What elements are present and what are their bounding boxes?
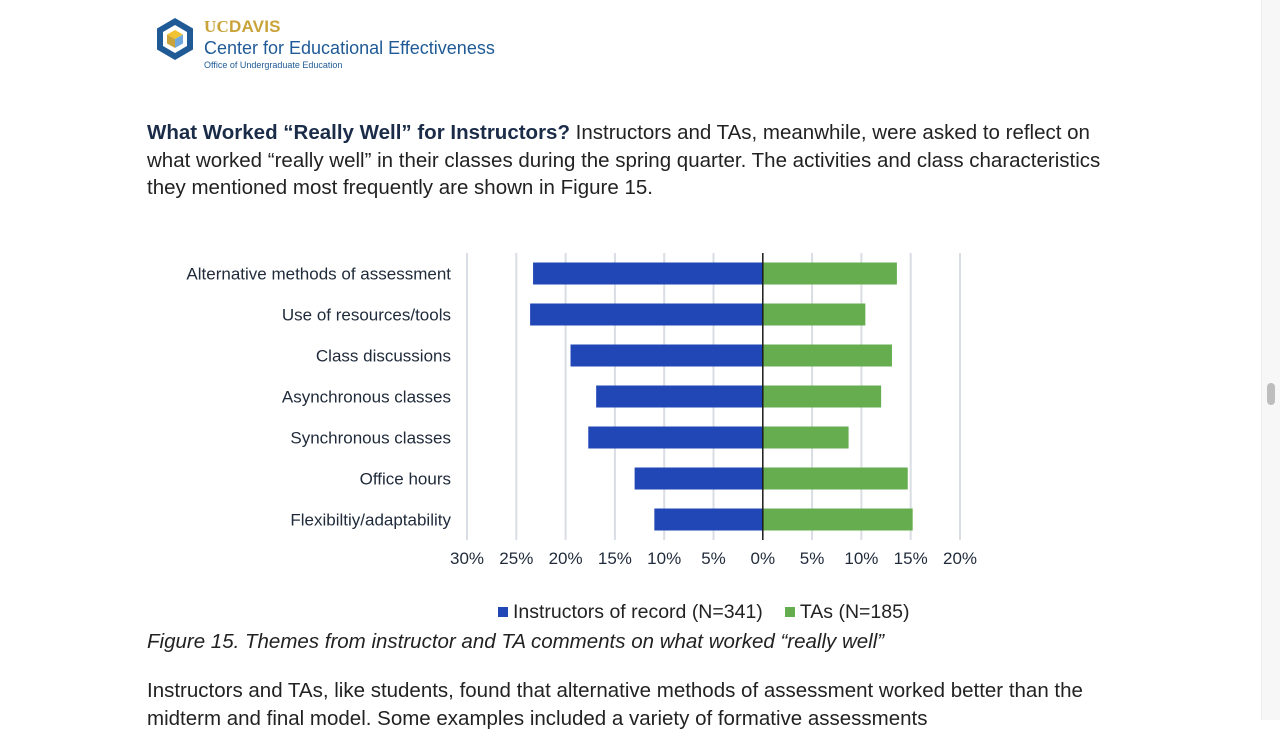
figure-caption: Figure 15. Themes from instructor and TA…: [147, 630, 885, 653]
category-label: Use of resources/tools: [282, 306, 451, 325]
x-tick-label: 0%: [751, 549, 776, 568]
ucdavis-logo: UCDAVIS Center for Educational Effective…: [152, 14, 572, 74]
vertical-scrollbar[interactable]: [1261, 0, 1280, 720]
category-label: Class discussions: [316, 347, 451, 366]
ucdavis-hexagon-icon: [157, 18, 193, 60]
legend-label-tas: TAs (N=185): [799, 600, 910, 623]
bar-instructors: [530, 303, 763, 326]
document-page: UCDAVIS Center for Educational Effective…: [147, 14, 1107, 730]
legend-item-instructors: Instructors of record (N=341): [498, 601, 763, 624]
x-tick-label: 15%: [598, 549, 632, 568]
intro-paragraph: What Worked “Really Well” for Instructor…: [147, 119, 1107, 202]
bar-tas: [762, 508, 913, 531]
category-label: Asynchronous classes: [282, 388, 451, 407]
logo-wordmark: UCDAVIS: [204, 17, 281, 36]
intro-heading: What Worked “Really Well” for Instructor…: [147, 121, 570, 144]
center-name: Center for Educational Effectiveness: [204, 38, 495, 58]
bar-tas: [762, 385, 882, 408]
x-tick-label: 30%: [450, 549, 484, 568]
x-tick-label: 15%: [894, 549, 928, 568]
category-label: Synchronous classes: [290, 429, 451, 448]
legend-item-tas: TAs (N=185): [784, 600, 910, 624]
x-tick-label: 20%: [549, 549, 583, 568]
bar-tas: [762, 344, 892, 367]
office-name: Office of Undergraduate Education: [204, 60, 343, 70]
bar-tas: [762, 262, 897, 285]
bar-instructors: [654, 508, 763, 531]
x-tick-label: 20%: [943, 549, 977, 568]
bar-tas: [762, 426, 849, 449]
body-paragraph: Instructors and TAs, like students, foun…: [147, 679, 1083, 730]
legend-label-instructors: Instructors of record (N=341): [513, 600, 763, 623]
bar-instructors: [596, 385, 763, 408]
legend-swatch-instructors: [498, 607, 508, 617]
x-tick-label: 25%: [499, 549, 533, 568]
x-tick-label: 5%: [701, 549, 726, 568]
x-tick-label: 10%: [647, 549, 681, 568]
bar-instructors: [533, 262, 763, 285]
bar-instructors: [588, 426, 763, 449]
category-label: Alternative methods of assessment: [186, 265, 451, 284]
x-tick-label: 10%: [844, 549, 878, 568]
legend-swatch-tas: [784, 607, 795, 617]
bar-instructors: [634, 467, 763, 490]
chart-legend: Instructors of record (N=341) TAs (N=185): [498, 600, 909, 624]
figure-15-chart: Alternative methods of assessment Use of …: [186, 253, 977, 568]
intro-text: Instructors and TAs, meanwhile, were ask…: [147, 121, 1101, 199]
scrollbar-thumb[interactable]: [1267, 383, 1275, 405]
bar-instructors: [570, 344, 763, 367]
category-label: Flexibiltiy/adaptability: [290, 511, 451, 530]
category-label: Office hours: [360, 470, 451, 489]
bar-tas: [762, 467, 908, 490]
x-tick-label: 5%: [800, 549, 825, 568]
bar-tas: [762, 303, 866, 326]
